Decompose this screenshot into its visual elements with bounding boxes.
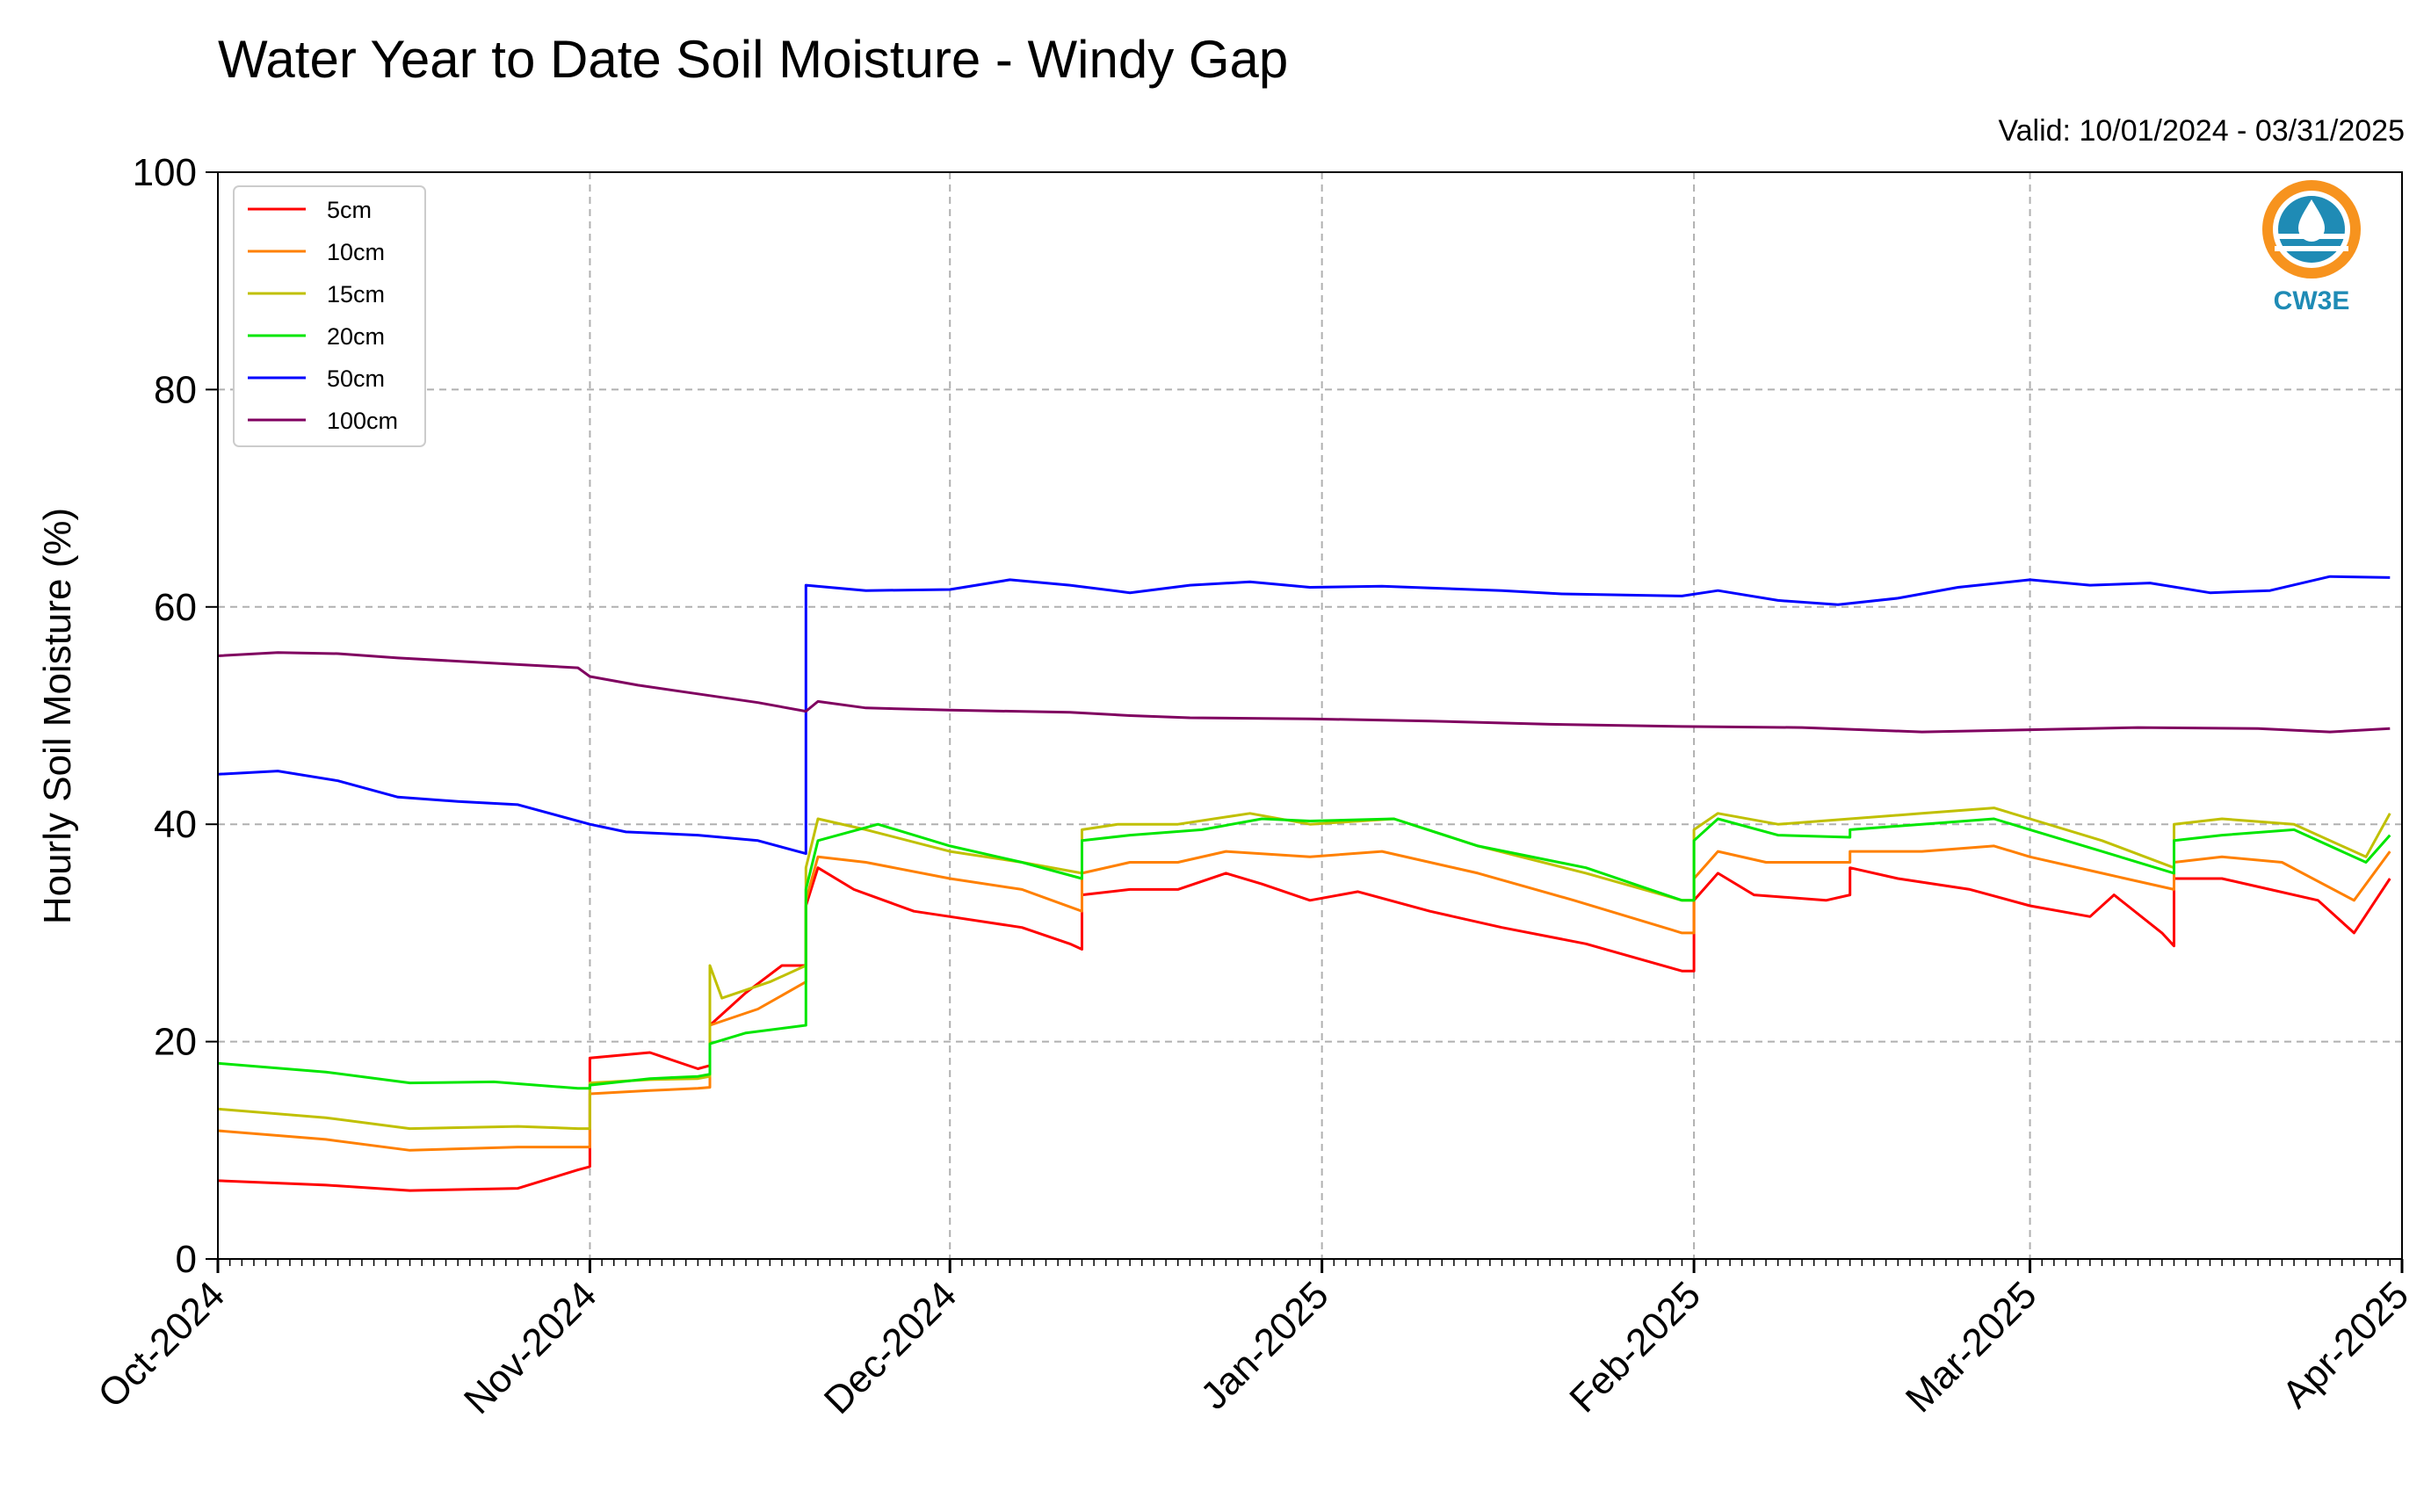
series-line-50cm <box>217 575 2391 856</box>
y-tick-label: 60 <box>154 586 197 629</box>
legend-label-50cm: 50cm <box>327 365 385 392</box>
series-line-10cm <box>217 844 2391 1152</box>
y-tick-label: 80 <box>154 368 197 411</box>
y-axis-label: Hourly Soil Moisture (%) <box>36 508 79 924</box>
x-tick-label: Feb-2025 <box>1561 1273 1709 1421</box>
x-tick-label: Mar-2025 <box>1898 1273 2045 1421</box>
cw3e-logo: CW3E <box>2262 180 2361 315</box>
chart-subtitle: Valid: 10/01/2024 - 03/31/2025 <box>1998 114 2405 148</box>
x-tick-label: Jan-2025 <box>1192 1273 1336 1417</box>
legend-label-15cm: 15cm <box>327 281 385 307</box>
y-tick-label: 100 <box>133 151 197 194</box>
legend-label-100cm: 100cm <box>327 408 398 434</box>
logo-text: CW3E <box>2274 286 2350 315</box>
legend-label-10cm: 10cm <box>327 239 385 265</box>
minor-ticks <box>217 1259 2403 1266</box>
x-tick-label: Oct-2024 <box>90 1273 233 1416</box>
logo-ring <box>2262 180 2361 279</box>
chart-title: Water Year to Date Soil Moisture - Windy… <box>218 30 1288 89</box>
series-line-20cm <box>217 817 2391 1090</box>
x-tick-label: Apr-2025 <box>2274 1273 2417 1416</box>
plot-frame <box>217 171 2403 1260</box>
y-tick-label: 20 <box>154 1021 197 1064</box>
y-axis: 0 20 40 60 80 100 <box>133 151 218 1281</box>
y-tick-label: 0 <box>176 1238 197 1281</box>
x-axis: Oct-2024 Nov-2024 Dec-2024 Jan-2025 Feb-2025… <box>90 1259 2417 1422</box>
legend: 5cm 10cm 15cm 20cm 50cm 100cm <box>233 185 426 447</box>
water-drop-icon <box>2298 199 2325 242</box>
series-line-5cm <box>217 866 2391 1192</box>
x-tick-label: Dec-2024 <box>816 1273 966 1422</box>
series-layer <box>217 575 2391 1192</box>
grid <box>218 172 2402 1259</box>
y-tick-label: 40 <box>154 803 197 846</box>
x-tick-label: Nov-2024 <box>456 1273 605 1422</box>
series-line-100cm <box>217 651 2391 734</box>
legend-label-20cm: 20cm <box>327 323 385 350</box>
legend-label-5cm: 5cm <box>327 197 372 223</box>
logo-wave-2 <box>2275 246 2348 251</box>
